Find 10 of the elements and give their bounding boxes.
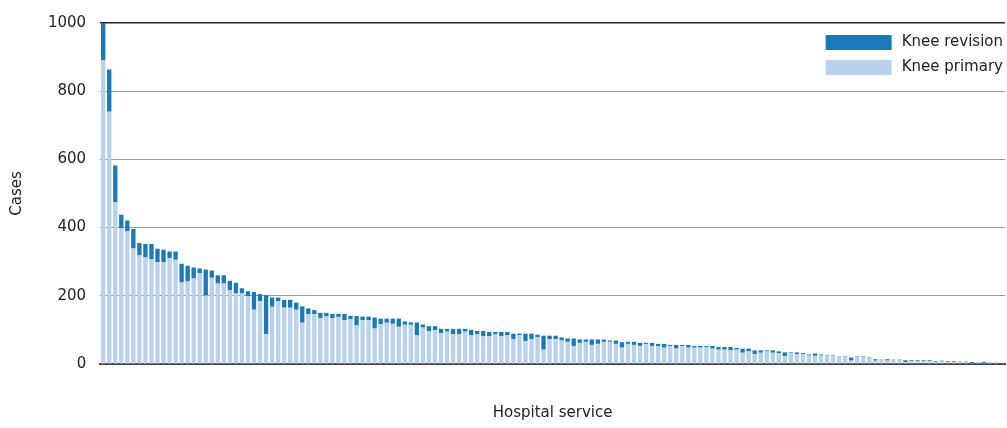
y-tick-label: 400 — [57, 217, 87, 236]
y-tick-label: 800 — [57, 81, 87, 100]
y-axis-title: Cases — [6, 171, 25, 216]
y-tick-label: 1000 — [47, 12, 87, 31]
y-tick-label: 600 — [57, 149, 87, 168]
y-tick-label: 200 — [57, 285, 87, 304]
y-tick-label: 0 — [76, 353, 87, 372]
x-axis-title: Hospital service — [492, 402, 613, 421]
legend-label: Knee revision — [901, 32, 1004, 51]
legend-label: Knee primary — [901, 57, 1004, 76]
